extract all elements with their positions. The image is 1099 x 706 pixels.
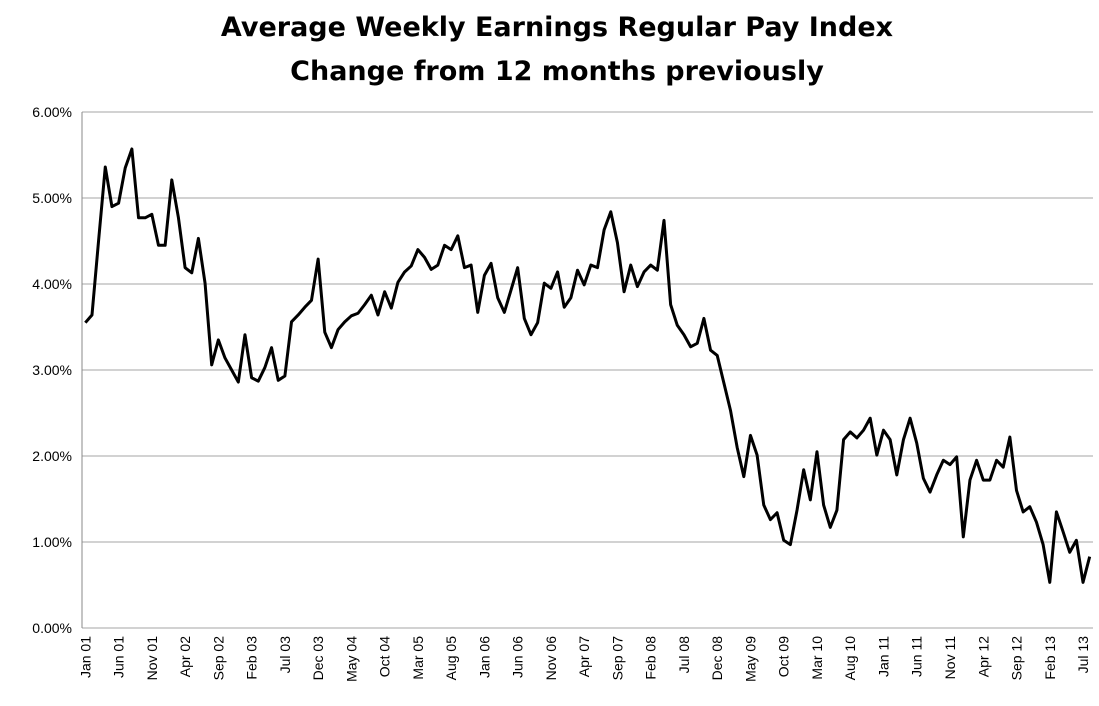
y-tick-label: 2.00%: [32, 448, 72, 464]
x-tick-label: Oct 04: [377, 636, 393, 677]
x-tick-label: Apr 07: [576, 636, 592, 677]
x-tick-label: Nov 11: [942, 636, 958, 680]
x-tick-label: Feb 13: [1042, 636, 1058, 680]
x-tick-label: May 04: [343, 636, 359, 682]
x-tick-label: Feb 03: [244, 636, 260, 680]
y-tick-label: 1.00%: [32, 534, 72, 550]
x-tick-label: Jul 03: [277, 636, 293, 674]
x-tick-label: Feb 08: [643, 636, 659, 680]
x-tick-label: Mar 05: [410, 636, 426, 680]
x-tick-label: Mar 10: [809, 636, 825, 680]
y-tick-label: 0.00%: [32, 620, 72, 636]
x-tick-label: Dec 08: [709, 636, 725, 681]
x-tick-label: Jan 11: [875, 636, 891, 677]
x-tick-label: Nov 01: [144, 636, 160, 681]
x-tick-label: Nov 06: [543, 636, 559, 681]
x-tick-label: Jun 01: [111, 636, 127, 678]
x-tick-label: Jan 01: [77, 636, 93, 678]
chart-subtitle: Change from 12 months previously: [290, 56, 824, 87]
data-line: [84, 147, 1092, 584]
x-tick-label: Jun 06: [510, 636, 526, 678]
x-tick-label: Apr 02: [177, 636, 193, 677]
x-tick-label: Apr 12: [975, 636, 991, 677]
x-tick-label: Jan 06: [476, 636, 492, 678]
x-tick-label: Sep 12: [1009, 636, 1025, 681]
y-tick-label: 3.00%: [32, 362, 72, 378]
x-tick-label: Jul 13: [1075, 636, 1091, 674]
x-tick-label: Oct 09: [776, 636, 792, 677]
y-tick-label: 6.00%: [32, 104, 72, 120]
chart-title: Average Weekly Earnings Regular Pay Inde…: [221, 12, 893, 43]
y-tick-label: 4.00%: [32, 276, 72, 292]
x-tick-label: Aug 10: [842, 636, 858, 681]
x-tick-label: Sep 02: [210, 636, 226, 681]
x-tick-label: Aug 05: [443, 636, 459, 681]
y-tick-label: 5.00%: [32, 190, 72, 206]
x-tick-label: Jun 11: [909, 636, 925, 677]
x-tick-label: Jul 08: [676, 636, 692, 674]
x-tick-label: Sep 07: [609, 636, 625, 681]
x-tick-label: Dec 03: [310, 636, 326, 681]
x-tick-label: May 09: [742, 636, 758, 682]
